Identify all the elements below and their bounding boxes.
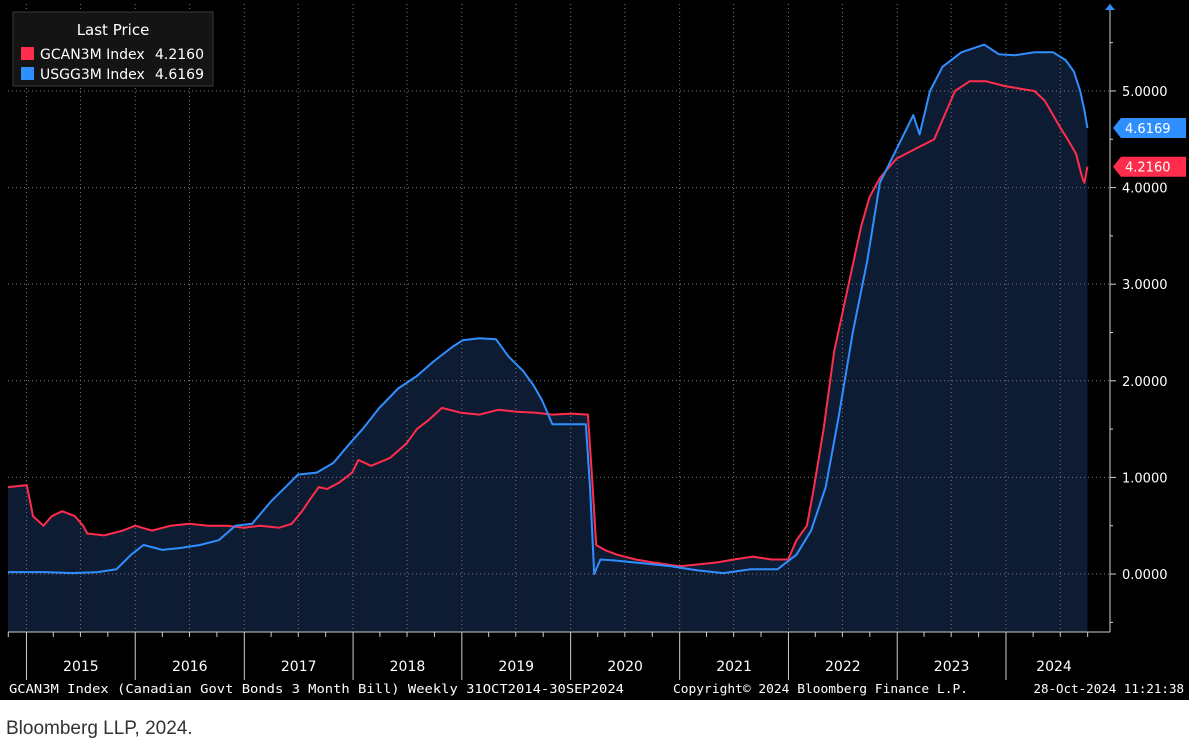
- x-tick-label: 2022: [825, 659, 861, 675]
- last-value-label: 4.6169: [1125, 122, 1171, 137]
- footer-left: GCAN3M Index (Canadian Govt Bonds 3 Mont…: [9, 681, 624, 696]
- legend-label: USGG3M Index: [40, 67, 145, 83]
- x-tick-label: 2021: [716, 659, 752, 675]
- legend-box: [12, 11, 214, 87]
- last-value-badge: [1113, 117, 1186, 138]
- x-tick-label: 2018: [390, 659, 426, 675]
- y-tick-label: 1.0000: [1122, 471, 1168, 486]
- legend-title: Last Price: [77, 21, 150, 39]
- x-tick-label: 2020: [607, 659, 643, 675]
- rates-chart: 0.0000 1.0000 2.0000 3.0000 4.0000 5.0000 4.61…: [7, 4, 1186, 696]
- last-value-badge: [1113, 156, 1186, 177]
- x-tick-label: 2024: [1036, 659, 1072, 675]
- x-tick-label: 2015: [63, 659, 99, 675]
- last-value-label: 4.2160: [1125, 161, 1171, 176]
- x-tick-label: 2023: [934, 659, 970, 675]
- y-tick-label: 3.0000: [1122, 278, 1168, 293]
- x-tick-label: 2019: [498, 659, 534, 675]
- y-tick-label: 0.0000: [1122, 568, 1168, 583]
- legend-swatch: [21, 67, 34, 80]
- y-tick-label: 5.0000: [1122, 85, 1168, 100]
- footer-copyright: Copyright© 2024 Bloomberg Finance L.P.: [673, 681, 968, 696]
- x-tick-label: 2017: [281, 659, 317, 675]
- x-tick-label: 2016: [172, 659, 208, 675]
- legend-swatch: [21, 47, 34, 60]
- series-line-usgg3m: [8, 43, 1089, 575]
- axis-arrow-icon: [1105, 4, 1115, 10]
- caption: Bloomberg LLP, 2024.: [6, 718, 193, 739]
- legend-value: 4.6169: [155, 67, 204, 83]
- y-tick-label: 4.0000: [1122, 182, 1168, 197]
- y-tick-label: 2.0000: [1122, 375, 1168, 390]
- legend-label: GCAN3M Index: [40, 47, 145, 63]
- area-fill: [8, 45, 1088, 632]
- legend-value: 4.2160: [155, 47, 204, 63]
- series-line-gcan3m: [7, 80, 1089, 568]
- footer-timestamp: 28-Oct-2024 11:21:38: [1033, 681, 1184, 696]
